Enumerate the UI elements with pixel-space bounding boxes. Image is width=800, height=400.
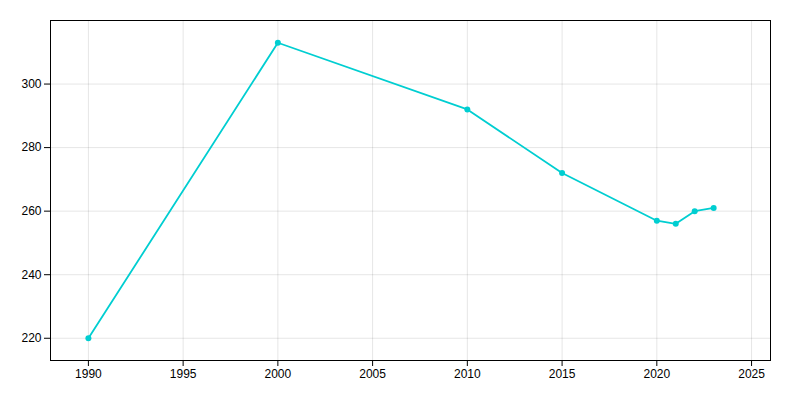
svg-text:2015: 2015	[549, 367, 576, 381]
svg-text:280: 280	[21, 140, 41, 154]
svg-text:2010: 2010	[454, 367, 481, 381]
svg-text:2020: 2020	[643, 367, 670, 381]
svg-text:2025: 2025	[738, 367, 765, 381]
svg-text:2005: 2005	[359, 367, 386, 381]
svg-text:2000: 2000	[265, 367, 292, 381]
svg-text:300: 300	[21, 77, 41, 91]
svg-text:1995: 1995	[170, 367, 197, 381]
svg-text:240: 240	[21, 268, 41, 282]
svg-text:220: 220	[21, 331, 41, 345]
svg-text:1990: 1990	[75, 367, 102, 381]
svg-text:260: 260	[21, 204, 41, 218]
